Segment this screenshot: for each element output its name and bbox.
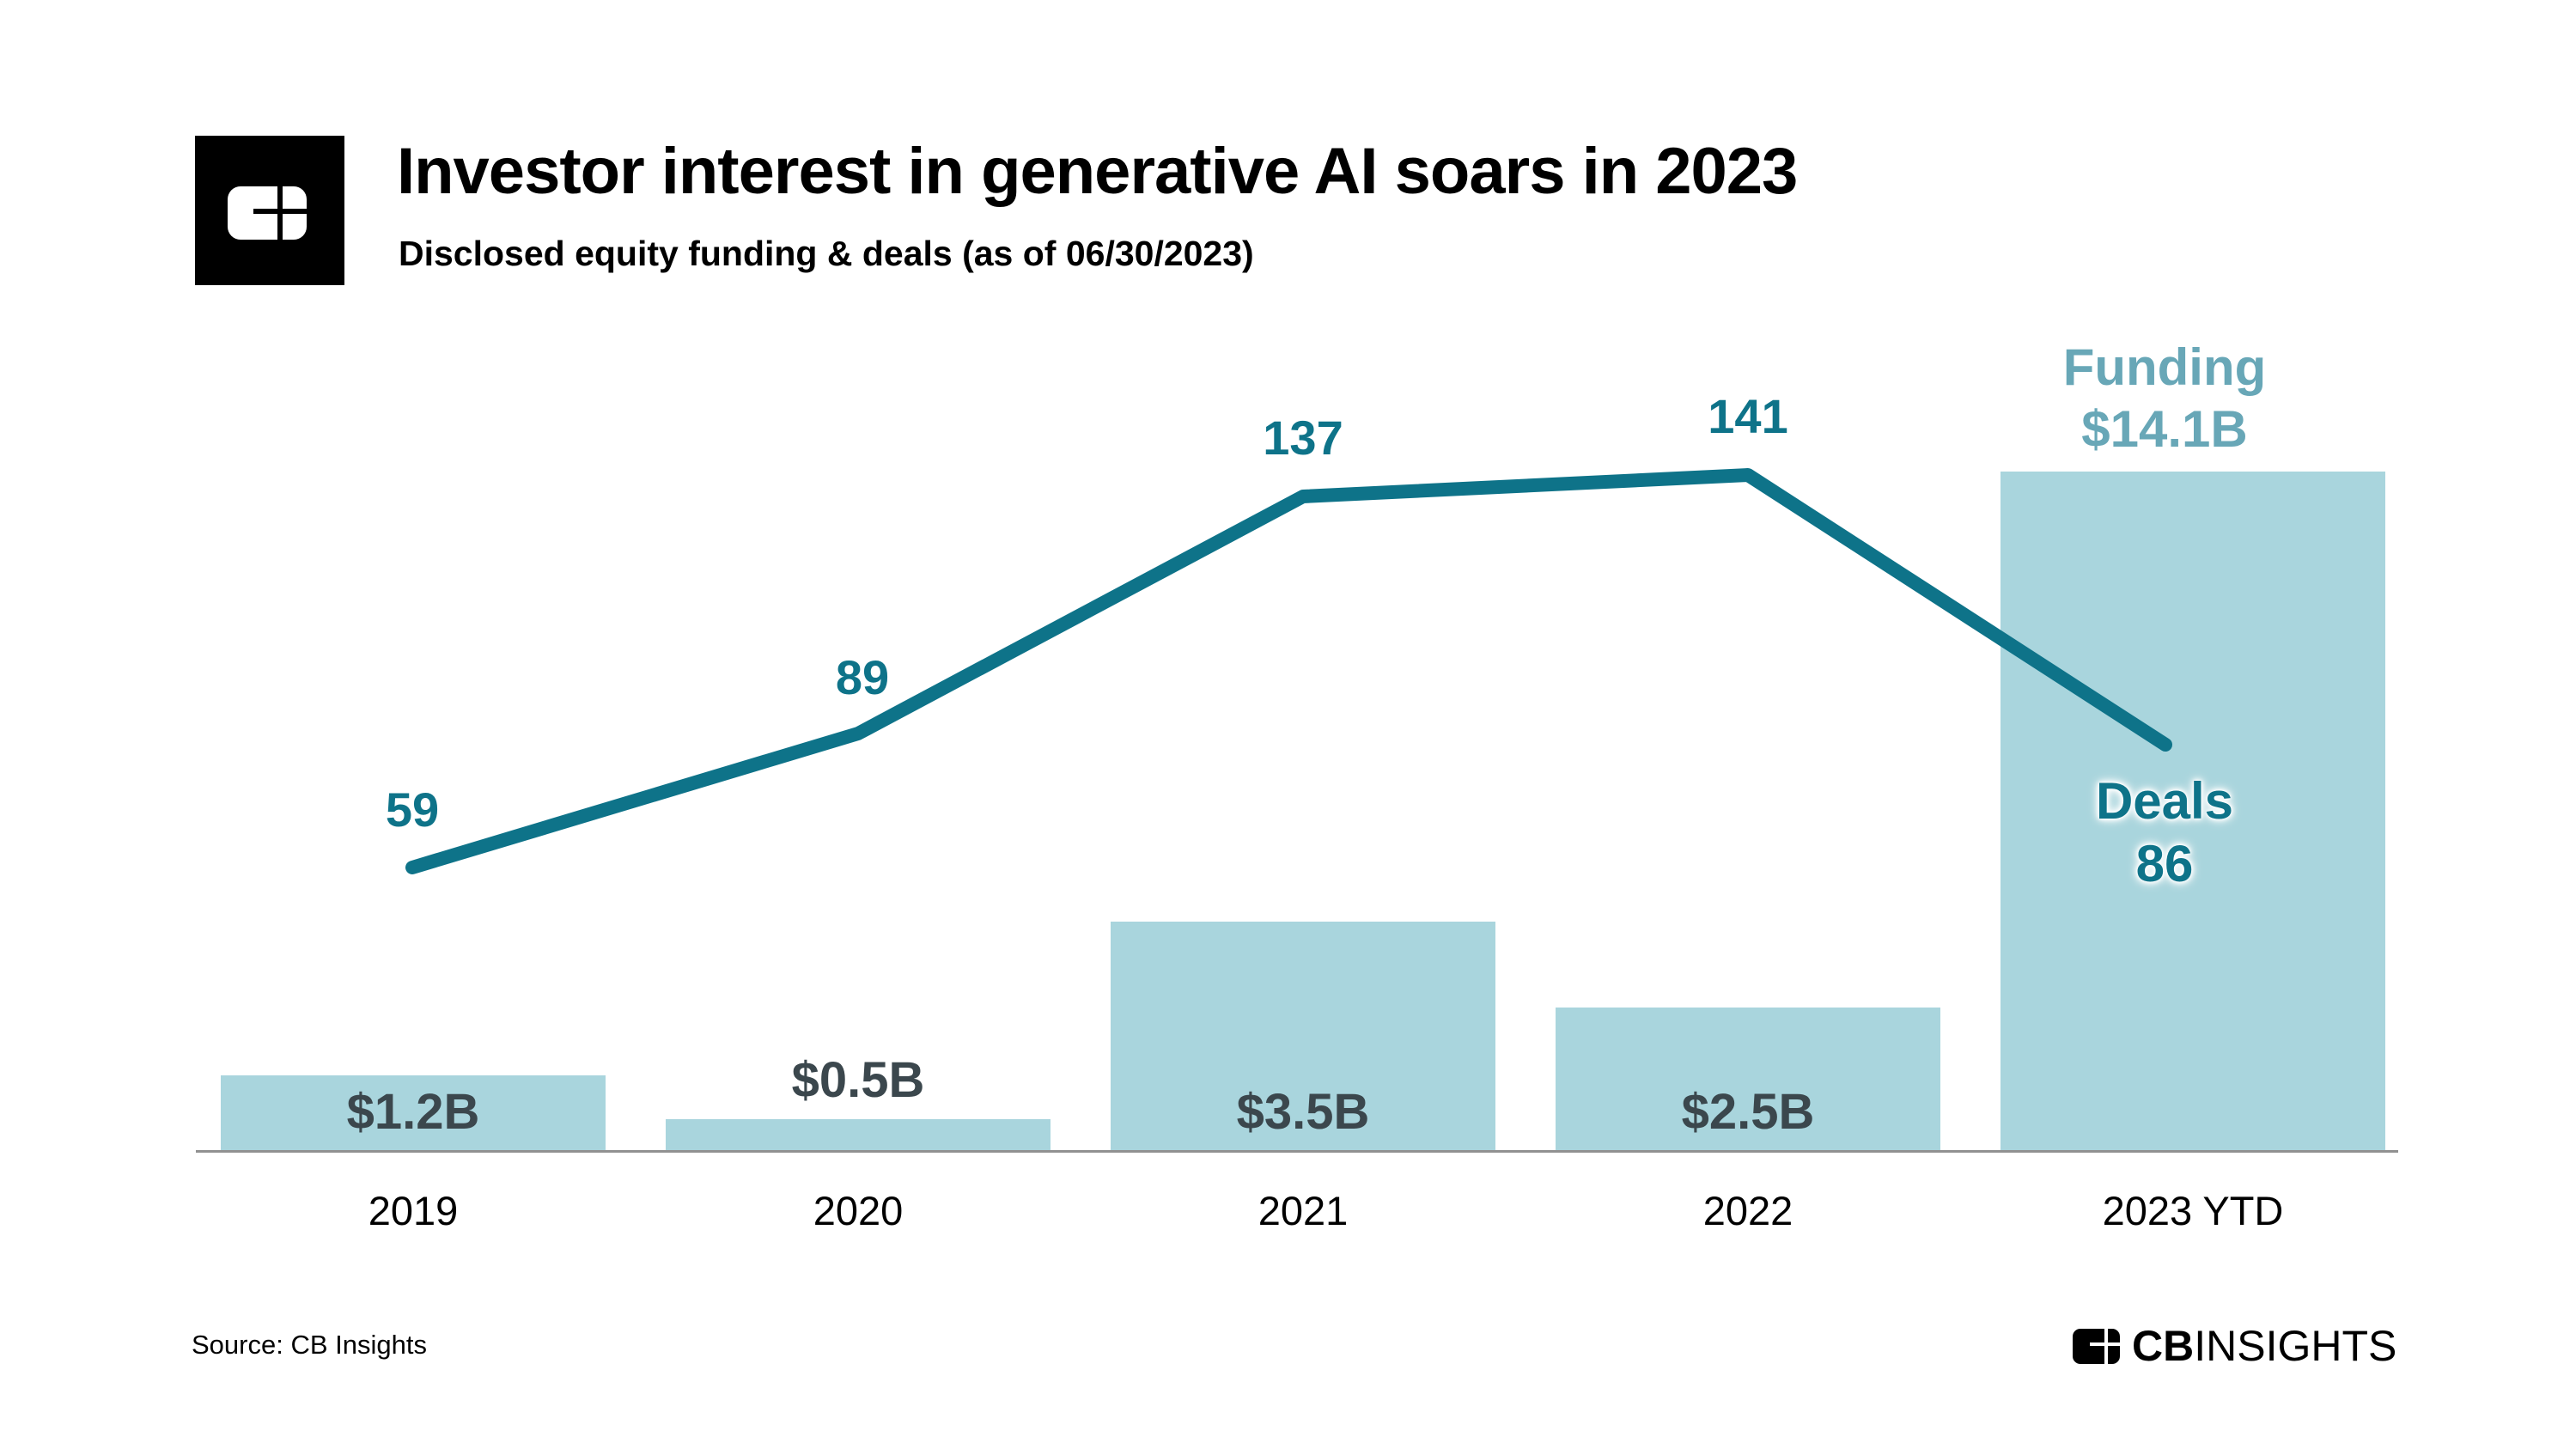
brand-text: CBINSIGHTS bbox=[2132, 1324, 2396, 1367]
cb-window-mark-small-icon bbox=[2073, 1328, 2120, 1364]
cb-window-mark-icon bbox=[195, 136, 344, 285]
cb-insights-logo-icon bbox=[195, 136, 344, 285]
brand-insights: INSIGHTS bbox=[2194, 1321, 2397, 1370]
deals-line bbox=[405, 468, 2172, 874]
deals-annotation-value: 86 bbox=[2135, 835, 2194, 892]
bar-2021 bbox=[1111, 922, 1495, 1151]
deals-annotation: Deals 86 bbox=[2036, 770, 2293, 895]
page-title: Investor interest in generative AI soars… bbox=[397, 135, 1798, 208]
funding-annotation-label: Funding bbox=[2062, 338, 2267, 396]
bar-2019 bbox=[221, 1075, 606, 1151]
x-axis-line bbox=[196, 1150, 2398, 1153]
bar-2020 bbox=[666, 1119, 1050, 1151]
deals-annotation-label: Deals bbox=[2095, 772, 2234, 830]
deals-value-2022: 141 bbox=[1708, 389, 1788, 443]
x-tick-2023-ytd: 2023 YTD bbox=[2102, 1188, 2284, 1233]
x-tick-2020: 2020 bbox=[813, 1188, 904, 1233]
deals-value-2020: 89 bbox=[835, 650, 890, 704]
x-tick-2019: 2019 bbox=[368, 1188, 459, 1233]
cb-insights-wordmark: CBINSIGHTS bbox=[2073, 1324, 2396, 1367]
deals-value-2019: 59 bbox=[385, 782, 440, 837]
bar-2022 bbox=[1556, 1008, 1940, 1151]
source-credit: Source: CB Insights bbox=[192, 1330, 427, 1360]
funding-value-2021: $3.5B bbox=[1236, 1084, 1370, 1140]
x-tick-2021: 2021 bbox=[1258, 1188, 1349, 1233]
funding-value-2019: $1.2B bbox=[346, 1084, 480, 1140]
page-subtitle: Disclosed equity funding & deals (as of … bbox=[399, 234, 1254, 273]
funding-annotation-value: $14.1B bbox=[2081, 400, 2248, 458]
funding-value-2022: $2.5B bbox=[1681, 1084, 1815, 1140]
deals-value-2021: 137 bbox=[1263, 411, 1343, 465]
x-tick-2022: 2022 bbox=[1702, 1188, 1793, 1233]
funding-annotation: Funding $14.1B bbox=[1993, 337, 2336, 460]
brand-cb: CB bbox=[2132, 1321, 2195, 1370]
funding-value-2020: $0.5B bbox=[791, 1052, 925, 1108]
